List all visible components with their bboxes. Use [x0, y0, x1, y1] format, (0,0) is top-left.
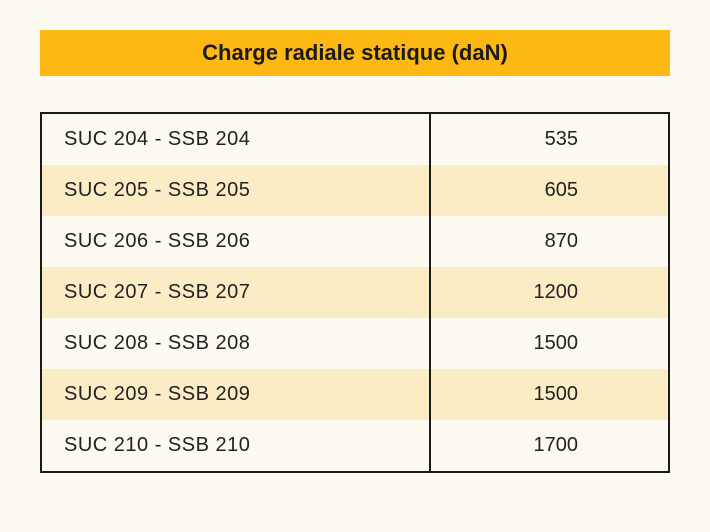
data-table-wrapper: SUC 204 - SSB 204 535 SUC 205 - SSB 205 …	[40, 112, 670, 473]
table-row: SUC 210 - SSB 210 1700	[42, 420, 668, 471]
page-title: Charge radiale statique (daN)	[40, 30, 670, 76]
data-table: SUC 204 - SSB 204 535 SUC 205 - SSB 205 …	[42, 114, 668, 471]
row-label: SUC 207 - SSB 207	[42, 267, 430, 318]
row-label: SUC 206 - SSB 206	[42, 216, 430, 267]
row-value: 1700	[430, 420, 668, 471]
table-row: SUC 207 - SSB 207 1200	[42, 267, 668, 318]
table-row: SUC 209 - SSB 209 1500	[42, 369, 668, 420]
table-row: SUC 206 - SSB 206 870	[42, 216, 668, 267]
table-row: SUC 205 - SSB 205 605	[42, 165, 668, 216]
row-label: SUC 205 - SSB 205	[42, 165, 430, 216]
row-label: SUC 210 - SSB 210	[42, 420, 430, 471]
row-value: 535	[430, 114, 668, 165]
row-label: SUC 209 - SSB 209	[42, 369, 430, 420]
row-value: 1200	[430, 267, 668, 318]
table-row: SUC 208 - SSB 208 1500	[42, 318, 668, 369]
row-label: SUC 204 - SSB 204	[42, 114, 430, 165]
table-row: SUC 204 - SSB 204 535	[42, 114, 668, 165]
row-value: 605	[430, 165, 668, 216]
row-value: 1500	[430, 318, 668, 369]
row-label: SUC 208 - SSB 208	[42, 318, 430, 369]
row-value: 1500	[430, 369, 668, 420]
data-table-body: SUC 204 - SSB 204 535 SUC 205 - SSB 205 …	[42, 114, 668, 471]
row-value: 870	[430, 216, 668, 267]
